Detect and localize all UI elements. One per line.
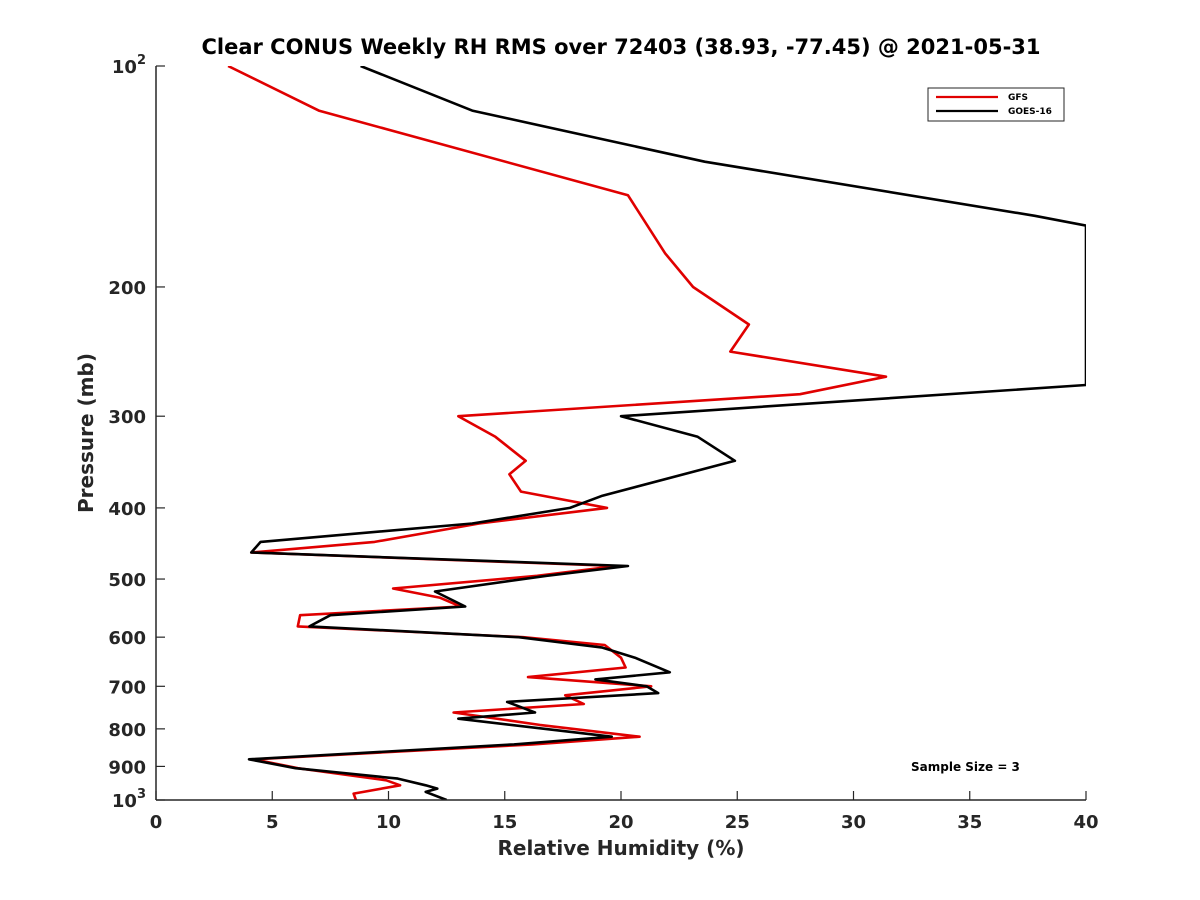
y-tick-label: 500	[108, 570, 146, 591]
y-axis-title: Pressure (mb)	[74, 353, 98, 513]
y-tick-label: 600	[108, 628, 146, 649]
series-line-goes16	[247, 66, 1086, 800]
y-tick-label: 800	[108, 720, 146, 741]
series-line-gfs	[227, 66, 888, 800]
legend: GFS GOES-16	[927, 87, 1065, 122]
x-ticks: 0 5 10 15 20 25 30 35 40	[150, 791, 1099, 833]
legend-label-goes16: GOES-16	[1008, 107, 1052, 117]
x-tick-label: 0	[150, 812, 163, 833]
x-tick-label: 20	[608, 812, 633, 833]
y-tick-label: 400	[108, 499, 146, 520]
y-tick-label: 900	[108, 757, 146, 778]
series-layer	[227, 66, 1086, 800]
chart-title: Clear CONUS Weekly RH RMS over 72403 (38…	[201, 35, 1040, 59]
legend-label-gfs: GFS	[1008, 93, 1028, 103]
y-tick-label: 103	[112, 787, 146, 812]
sample-size-annotation: Sample Size = 3	[911, 760, 1020, 774]
x-tick-label: 10	[376, 812, 401, 833]
y-ticks: 102 200 300 400 500 600 700 800 900 103	[108, 53, 165, 812]
x-tick-label: 30	[841, 812, 866, 833]
x-tick-label: 25	[725, 812, 750, 833]
x-tick-label: 40	[1073, 812, 1098, 833]
x-tick-label: 35	[957, 812, 982, 833]
legend-box	[927, 87, 1065, 122]
x-tick-label: 5	[266, 812, 279, 833]
x-axis-title: Relative Humidity (%)	[497, 836, 744, 860]
y-tick-label: 102	[112, 53, 146, 78]
x-tick-label: 15	[492, 812, 517, 833]
y-tick-label: 300	[108, 407, 146, 428]
y-tick-label: 200	[108, 278, 146, 299]
y-tick-label: 700	[108, 677, 146, 698]
